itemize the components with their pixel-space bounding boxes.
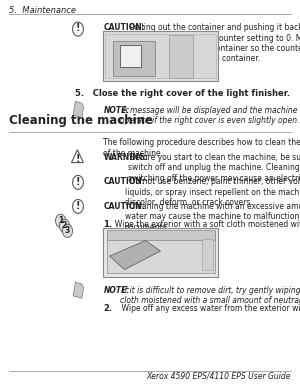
- Text: NOTE:: NOTE:: [103, 106, 130, 114]
- Text: Wipe the exterior with a soft cloth moistened with water.: Wipe the exterior with a soft cloth mois…: [110, 220, 300, 229]
- Circle shape: [59, 219, 70, 232]
- Text: Before you start to clean the machine, be sure to
switch off and unplug the mach: Before you start to clean the machine, b…: [128, 153, 300, 183]
- FancyBboxPatch shape: [103, 228, 218, 277]
- FancyBboxPatch shape: [202, 239, 213, 270]
- Text: CAUTION:: CAUTION:: [103, 23, 146, 32]
- Text: Cleaning the machine with an excessive amount of
water may cause the machine to : Cleaning the machine with an excessive a…: [125, 202, 300, 232]
- Text: 5.  Maintenance: 5. Maintenance: [9, 5, 76, 15]
- Text: WARNING:: WARNING:: [103, 153, 148, 162]
- Text: If it is difficult to remove dirt, try gently wiping with a soft
cloth moistened: If it is difficult to remove dirt, try g…: [120, 286, 300, 305]
- Text: Cleaning the machine: Cleaning the machine: [9, 114, 153, 127]
- FancyBboxPatch shape: [106, 230, 214, 240]
- Text: 1.: 1.: [103, 220, 112, 229]
- Text: 1: 1: [58, 216, 63, 225]
- Text: Xerox 4590 EPS/4110 EPS User Guide: Xerox 4590 EPS/4110 EPS User Guide: [146, 372, 291, 381]
- FancyBboxPatch shape: [120, 45, 141, 67]
- Text: 5.   Close the right cover of the light finisher.: 5. Close the right cover of the light fi…: [75, 89, 290, 99]
- Text: Wipe off any excess water from the exterior with a soft cloth.: Wipe off any excess water from the exter…: [112, 304, 300, 313]
- Text: Do not use benzene, paint thinner, other volatile
liquids, or spray insect repel: Do not use benzene, paint thinner, other…: [125, 177, 300, 207]
- Text: 3: 3: [65, 226, 70, 236]
- Text: 2.: 2.: [103, 304, 112, 313]
- Polygon shape: [73, 101, 84, 118]
- Text: Pulling out the container and pushing it back into
place resets the punch counte: Pulling out the container and pushing it…: [125, 23, 300, 64]
- Text: !: !: [75, 154, 80, 164]
- FancyBboxPatch shape: [103, 31, 218, 81]
- Text: NOTE:: NOTE:: [103, 286, 130, 294]
- Circle shape: [62, 224, 73, 237]
- Text: CAUTION:: CAUTION:: [103, 177, 146, 186]
- Polygon shape: [110, 241, 160, 270]
- Text: The following procedure describes how to clean the components
of the machine.: The following procedure describes how to…: [103, 138, 300, 158]
- Text: !: !: [76, 177, 80, 187]
- Text: !: !: [76, 201, 80, 211]
- FancyBboxPatch shape: [105, 34, 216, 78]
- Circle shape: [56, 214, 66, 227]
- FancyBboxPatch shape: [106, 232, 214, 273]
- Text: A message will be displayed and the machine will not
operate if the right cover : A message will be displayed and the mach…: [120, 106, 300, 125]
- Text: !: !: [76, 23, 80, 33]
- Text: 2: 2: [62, 221, 67, 230]
- Text: CAUTION:: CAUTION:: [103, 202, 146, 211]
- FancyBboxPatch shape: [169, 35, 194, 78]
- Polygon shape: [73, 282, 84, 298]
- FancyBboxPatch shape: [112, 41, 154, 76]
